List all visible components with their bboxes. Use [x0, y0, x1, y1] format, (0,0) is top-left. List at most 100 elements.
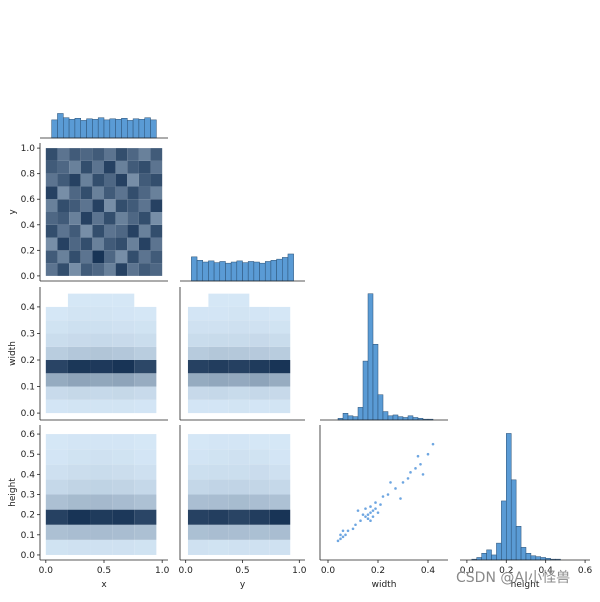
heat-cell — [67, 494, 91, 510]
x-tick-label: 0.4 — [539, 566, 554, 576]
heat-cell — [208, 494, 229, 510]
hist-bar — [196, 260, 203, 282]
scatter-point — [339, 537, 342, 541]
heat-cell — [127, 237, 139, 251]
y-tick-label: 0.1 — [21, 383, 35, 393]
heat-cell — [112, 539, 135, 555]
heat-cell — [45, 148, 58, 161]
hist-bar — [97, 117, 105, 139]
hist-bar — [191, 256, 198, 282]
heat-cell — [57, 250, 70, 264]
hist-bar — [63, 117, 70, 139]
heat-cell — [45, 464, 68, 480]
heat-cell — [80, 237, 93, 251]
heat-cell — [187, 479, 209, 495]
scatter-point — [381, 495, 385, 498]
heat-cell — [45, 346, 68, 361]
heat-cell — [138, 224, 151, 238]
y-tick-label: 0.8 — [21, 170, 36, 180]
heat-cell — [90, 399, 113, 414]
heat-cell — [150, 250, 163, 264]
scatter-point — [401, 481, 405, 484]
heat-cell — [228, 306, 250, 321]
heat-cell — [228, 293, 250, 307]
hist-bar — [357, 407, 364, 421]
scatter-point — [379, 503, 382, 506]
heat-cell — [67, 306, 91, 321]
y-axis-label: y — [8, 209, 18, 215]
heat-cell — [92, 148, 104, 161]
hist-bar — [276, 258, 283, 282]
heat-cell — [92, 212, 104, 225]
x-tick-label: 0.0 — [179, 566, 194, 576]
heat-cell — [150, 173, 163, 187]
heat-cell — [208, 320, 229, 334]
heat-cell — [115, 263, 128, 276]
x-tick-label: 0.5 — [235, 566, 249, 576]
scatter-point — [364, 507, 367, 510]
scatter-point — [426, 452, 430, 456]
heat-cell — [67, 539, 91, 555]
heat-cell — [92, 173, 104, 187]
heat-cell — [187, 386, 209, 400]
hist-bar — [57, 113, 64, 139]
heat-cell — [45, 449, 68, 465]
hist-bar — [253, 261, 260, 282]
heat-cell — [138, 237, 151, 251]
heat-cell — [115, 148, 128, 161]
hist-bar — [520, 547, 527, 561]
heat-cell — [90, 479, 113, 495]
heat-cell — [112, 346, 135, 361]
hist-bar — [213, 262, 221, 282]
heat-cell — [80, 148, 93, 161]
scatter-point — [409, 471, 412, 474]
heat-cell — [45, 373, 68, 387]
scatter-point — [364, 515, 367, 518]
heat-cell — [269, 479, 291, 495]
heat-cell — [112, 509, 135, 525]
scatter-point — [376, 511, 380, 514]
heat-cell — [104, 263, 116, 276]
heat-cell — [115, 237, 128, 251]
heat-cell — [127, 173, 139, 187]
heat-cell — [45, 479, 68, 495]
heat-cell — [187, 346, 209, 361]
heat-cell — [208, 386, 229, 400]
y-tick-label: 0.2 — [21, 246, 35, 256]
hist-bar — [264, 261, 272, 282]
hist-bar — [347, 415, 354, 421]
heat-cell — [90, 346, 113, 361]
heat-cell — [208, 479, 229, 495]
heat-cell — [69, 173, 81, 187]
heat-cell — [90, 539, 113, 555]
heat-cell — [150, 160, 163, 174]
heat-cell — [104, 199, 116, 212]
hist-bar — [150, 119, 157, 139]
heat-cell — [208, 346, 229, 361]
heat-cell — [269, 373, 291, 387]
heat-cell — [269, 386, 291, 400]
scatter-point — [414, 467, 417, 470]
heat-cell — [187, 494, 209, 510]
heat-cell — [90, 524, 113, 540]
heat-cell — [269, 306, 291, 321]
heat-cell — [208, 293, 229, 307]
heat-cell — [57, 212, 70, 225]
heat-cell — [67, 399, 91, 414]
heat-cell — [45, 399, 68, 414]
hist-bar — [219, 261, 226, 282]
heat-cell — [45, 333, 68, 347]
heat-cell — [150, 199, 163, 212]
heat-cell — [67, 320, 91, 334]
heat-cell — [249, 346, 270, 361]
scatter-point — [366, 513, 370, 516]
heat-cell — [80, 199, 93, 212]
heat-cell — [112, 494, 135, 510]
heat-cell — [127, 250, 139, 264]
heat-cell — [269, 333, 291, 347]
hist-bar — [530, 555, 537, 561]
heat-cell — [187, 524, 209, 540]
y-tick-label: 0.4 — [21, 221, 36, 231]
heat-cell — [208, 360, 229, 374]
y-tick-label: 0.4 — [21, 303, 36, 313]
